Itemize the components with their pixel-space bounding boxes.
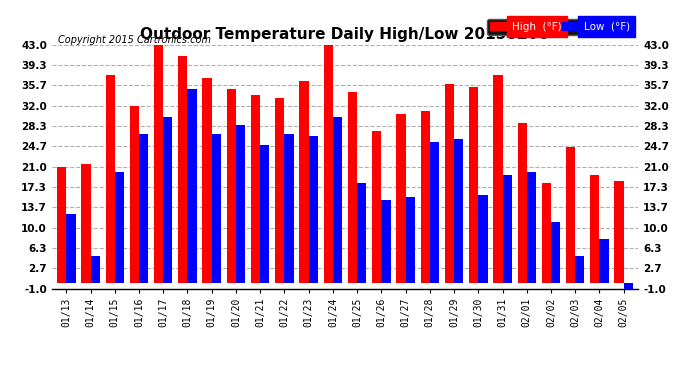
Bar [106, 75, 115, 283]
Bar [526, 172, 536, 283]
Bar [372, 131, 382, 283]
Bar [308, 136, 318, 283]
Bar [275, 98, 284, 283]
Bar [542, 183, 551, 283]
Bar [615, 181, 624, 283]
Title: Outdoor Temperature Daily High/Low 20150206: Outdoor Temperature Daily High/Low 20150… [141, 27, 549, 42]
Bar [324, 42, 333, 283]
Bar [518, 123, 526, 283]
Text: Copyright 2015 Cartronics.com: Copyright 2015 Cartronics.com [58, 35, 210, 45]
Bar [130, 106, 139, 283]
Bar [406, 197, 415, 283]
Bar [66, 214, 75, 283]
Legend: High  (°F), Low  (°F): High (°F), Low (°F) [487, 18, 633, 35]
Bar [478, 195, 488, 283]
Bar [202, 78, 212, 283]
Bar [90, 255, 100, 283]
Bar [284, 134, 294, 283]
Bar [590, 175, 600, 283]
Bar [469, 87, 478, 283]
Bar [348, 92, 357, 283]
Bar [551, 222, 560, 283]
Bar [357, 183, 366, 283]
Bar [227, 89, 236, 283]
Bar [396, 114, 406, 283]
Bar [454, 139, 463, 283]
Bar [382, 200, 391, 283]
Bar [139, 134, 148, 283]
Bar [445, 84, 454, 283]
Bar [333, 117, 342, 283]
Bar [164, 117, 172, 283]
Bar [575, 255, 584, 283]
Bar [299, 81, 308, 283]
Bar [212, 134, 221, 283]
Bar [624, 283, 633, 289]
Bar [178, 56, 188, 283]
Bar [236, 125, 245, 283]
Bar [430, 142, 439, 283]
Bar [57, 167, 66, 283]
Bar [154, 42, 164, 283]
Bar [115, 172, 124, 283]
Bar [493, 75, 502, 283]
Bar [600, 239, 609, 283]
Bar [566, 147, 575, 283]
Bar [251, 95, 260, 283]
Bar [502, 175, 512, 283]
Bar [188, 89, 197, 283]
Bar [260, 145, 269, 283]
Bar [421, 111, 430, 283]
Bar [81, 164, 90, 283]
